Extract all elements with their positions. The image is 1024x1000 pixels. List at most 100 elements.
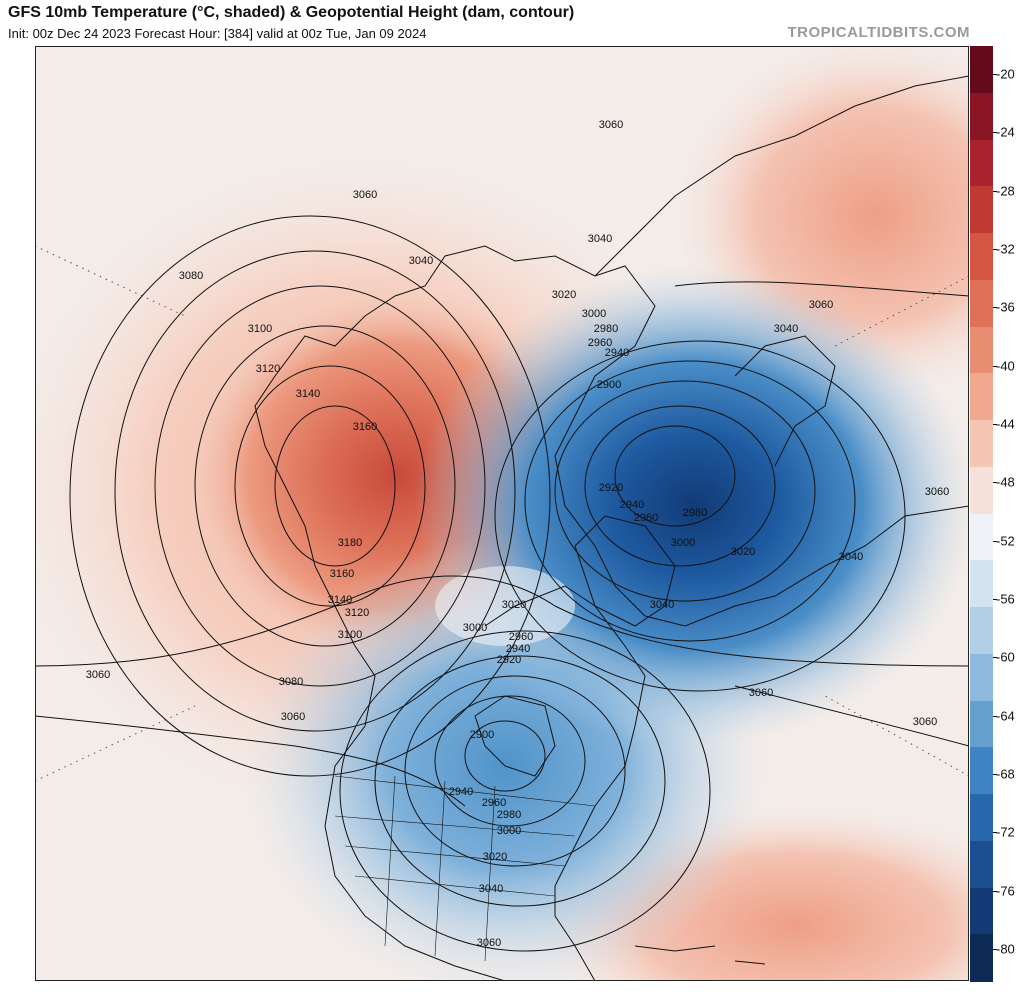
colorbar-segment bbox=[970, 794, 993, 842]
cold-shading-eurasia bbox=[415, 266, 969, 746]
projection-guides bbox=[35, 245, 969, 782]
contour-label: 3060 bbox=[86, 669, 110, 681]
colorbar-tick-label: -56 bbox=[996, 591, 1015, 607]
height-contours bbox=[35, 215, 969, 952]
map-frame bbox=[35, 46, 969, 981]
map-subtitle: Init: 00z Dec 24 2023 Forecast Hour: [38… bbox=[8, 26, 427, 41]
contour-label: 3060 bbox=[809, 299, 833, 311]
colorbar-segment bbox=[970, 700, 993, 748]
contour-label: 3060 bbox=[599, 119, 623, 131]
contour-label: 3080 bbox=[279, 676, 303, 688]
colorbar-segment bbox=[970, 513, 993, 561]
colorbar-segment bbox=[970, 747, 993, 795]
colorbar-segment bbox=[970, 887, 993, 935]
contour-label: 3040 bbox=[588, 233, 612, 245]
contour-outer bbox=[35, 575, 969, 667]
scandinavia bbox=[734, 335, 836, 467]
colorbar-segment bbox=[970, 326, 993, 374]
contour-label: 3060 bbox=[281, 711, 305, 723]
colorbar-tick-label: -80 bbox=[996, 941, 1015, 957]
colorbar-tick bbox=[993, 74, 997, 75]
contour-ridge bbox=[114, 250, 516, 732]
contour-ridge bbox=[194, 325, 456, 647]
contour-label: 3000 bbox=[671, 537, 695, 549]
colorbar-tick-label: -64 bbox=[996, 708, 1015, 724]
contour-label: 3040 bbox=[774, 323, 798, 335]
contour-label: 2960 bbox=[509, 631, 533, 643]
contour-low-na bbox=[434, 695, 586, 827]
contour-low-eurasia bbox=[524, 360, 856, 642]
contour-label: 3120 bbox=[256, 363, 280, 375]
colorbar-tick-label: -72 bbox=[996, 824, 1015, 840]
contour-label: 3140 bbox=[296, 388, 320, 400]
contour-low-eurasia bbox=[614, 425, 736, 527]
colorbar-segment bbox=[970, 279, 993, 327]
contour-low-eurasia bbox=[584, 405, 776, 567]
map-title: GFS 10mb Temperature (°C, shaded) & Geop… bbox=[8, 4, 575, 21]
contour-label: 3180 bbox=[338, 537, 362, 549]
colorbar-segment bbox=[970, 92, 993, 140]
contour-label: 2900 bbox=[470, 729, 494, 741]
contour-label: 3040 bbox=[409, 255, 433, 267]
colorbar-tick bbox=[993, 715, 997, 717]
contour-low-na bbox=[464, 720, 546, 792]
contour-label: 2940 bbox=[605, 347, 629, 359]
contour-label: 3000 bbox=[463, 622, 487, 634]
colorbar-segment bbox=[970, 139, 993, 187]
contour-low-na bbox=[374, 655, 666, 907]
contour-label: 3160 bbox=[353, 421, 377, 433]
contour-label: 3020 bbox=[731, 546, 755, 558]
contour-label: 2940 bbox=[449, 786, 473, 798]
contour-label: 3040 bbox=[650, 599, 674, 611]
colorbar-tick-label: -20 bbox=[996, 66, 1015, 82]
contour-ridge bbox=[234, 365, 426, 607]
alaska-coast bbox=[254, 375, 356, 647]
contour-label: 2980 bbox=[594, 323, 618, 335]
contour-label: 2920 bbox=[497, 654, 521, 666]
contour-low-na bbox=[339, 630, 711, 952]
contour-label: 3060 bbox=[913, 716, 937, 728]
contour-label: 3040 bbox=[839, 551, 863, 563]
colorbar-tick-label: -68 bbox=[996, 766, 1015, 782]
caribbean-islands bbox=[634, 945, 766, 965]
colorbar-tick-label: -44 bbox=[996, 416, 1015, 432]
brand-watermark[interactable]: TROPICALTIDBITS.COM bbox=[787, 24, 970, 41]
colorbar-tick bbox=[993, 890, 997, 892]
contour-label: 3140 bbox=[328, 594, 352, 606]
colorbar-tick bbox=[993, 190, 997, 192]
contour-label: 3080 bbox=[179, 270, 203, 282]
contour-ridge bbox=[274, 405, 396, 567]
colorbar-tick-label: -76 bbox=[996, 883, 1015, 899]
colorbar-tick bbox=[993, 132, 997, 134]
temperature-colorbar bbox=[970, 46, 993, 982]
colorbar-tick-label: -60 bbox=[996, 649, 1015, 665]
colorbar-tick bbox=[993, 249, 997, 250]
colorbar-tick bbox=[993, 307, 997, 309]
colorbar-tick-label: -40 bbox=[996, 358, 1015, 374]
colorbar-tick bbox=[993, 540, 997, 542]
contour-low-eurasia bbox=[554, 380, 816, 602]
colorbar-segment bbox=[970, 934, 993, 982]
contour-label: 3020 bbox=[502, 599, 526, 611]
colorbar-tick-label: -52 bbox=[996, 533, 1015, 549]
contour-label: 3060 bbox=[353, 189, 377, 201]
temperature-height-map: 3060 3060 3040 3040 3080 3100 3120 3140 … bbox=[35, 46, 969, 981]
contour-label: 2940 bbox=[506, 643, 530, 655]
colorbar-tick bbox=[993, 949, 997, 950]
contour-label: 3020 bbox=[483, 851, 507, 863]
contour-label: 2960 bbox=[482, 797, 506, 809]
colorbar-segment bbox=[970, 233, 993, 281]
colorbar-tick bbox=[993, 599, 997, 600]
contour-label: 3100 bbox=[338, 629, 362, 641]
contour-low-na bbox=[404, 675, 626, 867]
colorbar-segment bbox=[970, 46, 993, 94]
contour-outer bbox=[35, 715, 466, 807]
colorbar-tick bbox=[993, 482, 997, 484]
contour-label: 3040 bbox=[479, 883, 503, 895]
colorbar-tick bbox=[993, 774, 997, 775]
contour-label: 3060 bbox=[477, 937, 501, 949]
contour-labels: 3060 3060 3040 3040 3080 3100 3120 3140 … bbox=[86, 119, 949, 949]
contour-label: 2940 bbox=[620, 499, 644, 511]
contour-label: 2980 bbox=[683, 507, 707, 519]
contour-label: 3060 bbox=[749, 687, 773, 699]
